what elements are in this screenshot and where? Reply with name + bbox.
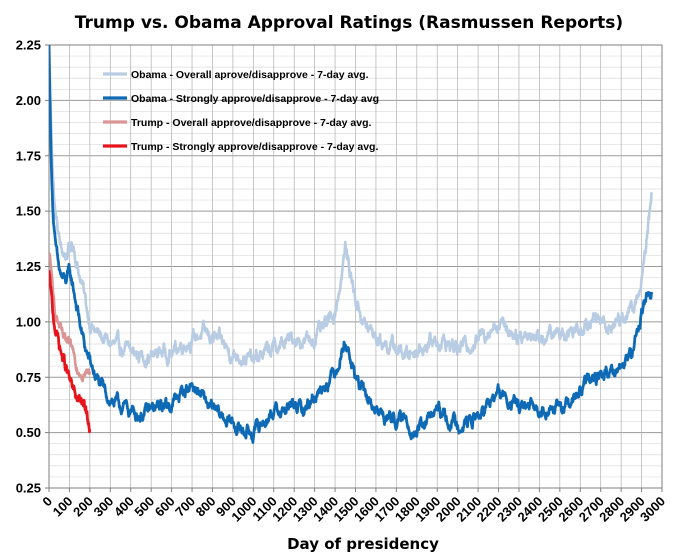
gridlines [48,44,663,489]
y-tick-label: 1.00 [16,314,41,329]
obama-overall-line [49,45,654,369]
y-tick-label: 0.75 [16,370,41,385]
legend-entry-label: Trump - Strongly approve/disapprove - 7-… [131,141,378,153]
legend-entry-label: Trump - Overall approve/disapprove - 7-d… [131,117,371,129]
y-tick-label: 1.25 [16,259,41,274]
legend-entry-label: Obama - Strongly approve/disapprove - 7-… [131,93,379,105]
trump-strong-line [49,270,92,434]
obama-strong-line [49,45,654,444]
y-tick-label: 0.25 [16,481,41,496]
y-tick-label: 0.50 [16,425,41,440]
y-tick-label: 2.00 [16,93,41,108]
y-tick-label: 1.75 [16,148,41,163]
trump-overall-line [49,252,92,383]
legend-entry-label: Obama - Overall aprove/disapprove - 7-da… [131,69,369,81]
y-tick-label: 1.50 [16,204,41,219]
series-lines [49,45,654,444]
legend: Obama - Overall aprove/disapprove - 7-da… [103,69,379,153]
axes [45,44,663,492]
x-axis-label: Day of presidency [287,535,439,553]
chart-title: Trump vs. Obama Approval Ratings (Rasmus… [75,13,623,33]
y-tick-label: 2.25 [16,38,41,53]
